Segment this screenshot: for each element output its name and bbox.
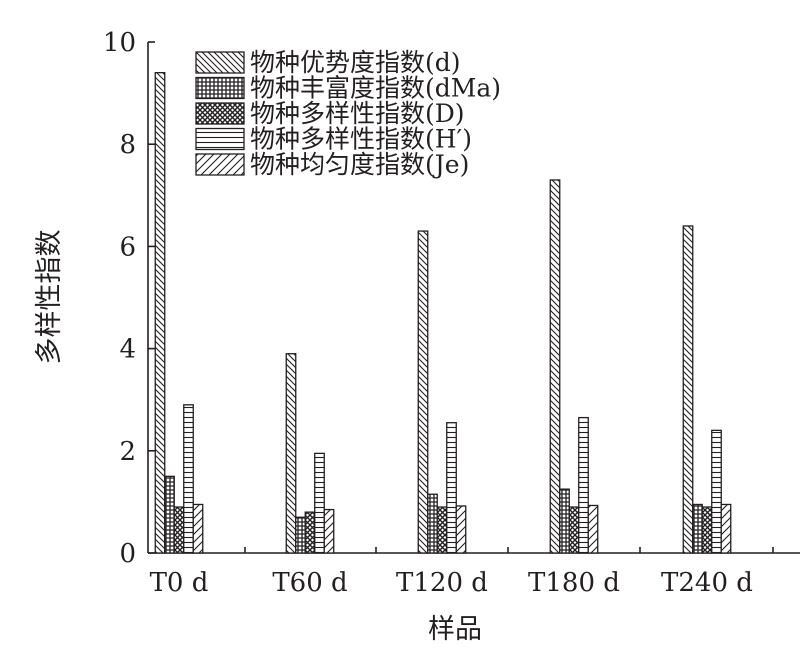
legend-label: 物种多样性指数(H′) [250, 125, 472, 154]
bar [455, 505, 467, 554]
bar [701, 506, 713, 554]
bar [304, 511, 316, 554]
bar [446, 422, 457, 554]
legend-label: 物种丰富度指数(dMa) [250, 74, 501, 103]
bar [183, 404, 194, 554]
bar [427, 493, 438, 554]
x-tick-label: T0 d [150, 568, 209, 598]
y-axis: 0 2 4 6 8 10 [103, 28, 155, 569]
bar [417, 230, 429, 554]
bar [436, 506, 448, 554]
x-tick-label: T240 d [661, 568, 753, 598]
bar [559, 488, 570, 554]
bar [154, 72, 166, 554]
legend-label: 物种均匀度指数(Je) [250, 150, 469, 179]
legend-swatch [195, 102, 245, 125]
y-tick-label: 2 [119, 437, 136, 467]
y-axis-title: 多样性指数 [34, 230, 65, 365]
bar [578, 416, 589, 554]
bar [711, 429, 722, 554]
bar [692, 503, 703, 554]
y-tick-label: 0 [119, 539, 136, 569]
legend-swatch [195, 153, 245, 176]
bar [549, 179, 561, 554]
legend-label: 物种优势度指数(d) [250, 48, 461, 77]
y-tick-label: 8 [119, 130, 136, 160]
legend-swatch [195, 127, 245, 151]
x-axis-title: 样品 [428, 614, 482, 645]
legend-swatch [195, 51, 245, 74]
bar [164, 475, 175, 554]
y-tick-label: 4 [119, 335, 136, 365]
bar [682, 225, 694, 554]
bar [323, 508, 335, 554]
bar [173, 506, 185, 554]
x-tick-label: T120 d [396, 568, 488, 598]
bars [154, 72, 732, 554]
bar [192, 503, 204, 554]
x-tick-label: T60 d [272, 568, 347, 598]
x-tick-label: T180 d [528, 568, 620, 598]
bar [720, 503, 732, 554]
legend: 物种优势度指数(d)物种丰富度指数(dMa)物种多样性指数(D)物种多样性指数(… [195, 48, 501, 179]
bar [587, 504, 599, 554]
y-tick-label: 10 [103, 28, 136, 58]
bar [314, 452, 325, 554]
y-tick-label: 6 [119, 232, 136, 262]
bar [285, 353, 297, 554]
bar [568, 506, 580, 554]
bar [295, 516, 306, 554]
x-axis: T0 d T60 d T120 d T180 d T240 d [148, 547, 800, 598]
legend-swatch [195, 76, 245, 100]
legend-label: 物种多样性指数(D) [250, 99, 465, 128]
